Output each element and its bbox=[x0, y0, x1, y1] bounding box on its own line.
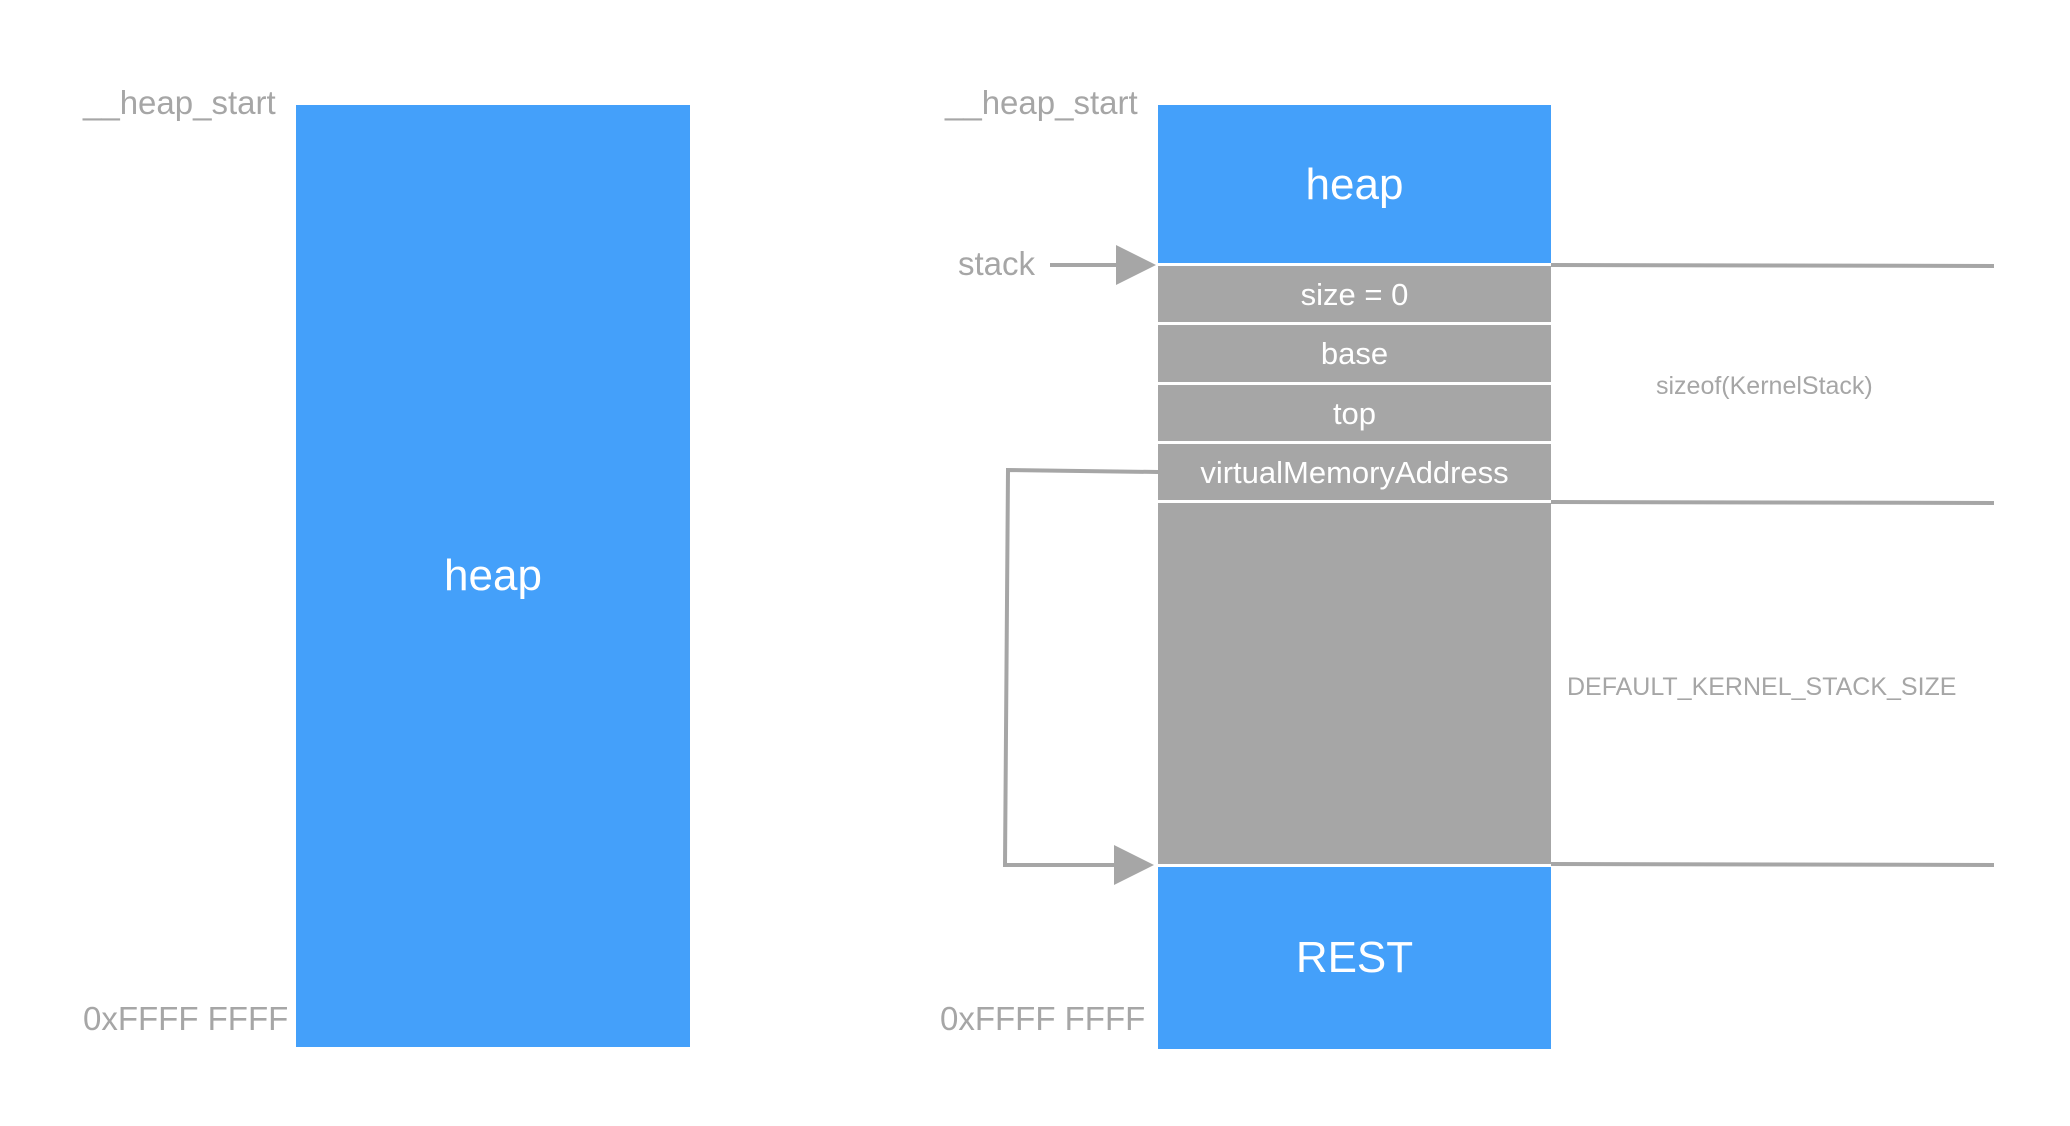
rest-block: REST bbox=[1158, 864, 1551, 1049]
bracket-line-top bbox=[1550, 263, 1995, 268]
field-top: top bbox=[1158, 382, 1551, 442]
bracket-line-bottom bbox=[1550, 862, 1995, 867]
right-heap-block: heap bbox=[1158, 105, 1551, 265]
field-size-label: size = 0 bbox=[1300, 276, 1409, 312]
field-virtual-memory-address: virtualMemoryAddress bbox=[1158, 441, 1551, 501]
left-heap-end-label: 0xFFFF FFFF bbox=[83, 1000, 289, 1037]
field-virtual-memory-address-label: virtualMemoryAddress bbox=[1200, 454, 1509, 490]
right-heap-start-label: __heap_start bbox=[945, 84, 1138, 121]
field-base-label: base bbox=[1320, 335, 1389, 371]
left-heap-start-label: __heap_start bbox=[83, 84, 276, 121]
left-heap-label: heap bbox=[444, 551, 542, 600]
stack-pointer-label: stack bbox=[958, 245, 1036, 282]
kernel-stack-area bbox=[1158, 500, 1551, 865]
rest-label: REST bbox=[1295, 933, 1414, 982]
sizeof-kernelstack-label: sizeof(KernelStack) bbox=[1656, 372, 1873, 400]
left-heap-block: heap bbox=[296, 105, 690, 1047]
right-heap-end-label: 0xFFFF FFFF bbox=[940, 1000, 1146, 1037]
virtual-memory-address-arrow bbox=[1002, 467, 1159, 885]
default-kernel-stack-size-label: DEFAULT_KERNEL_STACK_SIZE bbox=[1567, 673, 1957, 701]
field-base: base bbox=[1158, 322, 1551, 382]
field-top-label: top bbox=[1332, 395, 1377, 431]
field-size: size = 0 bbox=[1158, 263, 1551, 323]
right-heap-label: heap bbox=[1305, 160, 1404, 209]
bracket-line-middle bbox=[1550, 500, 1995, 505]
